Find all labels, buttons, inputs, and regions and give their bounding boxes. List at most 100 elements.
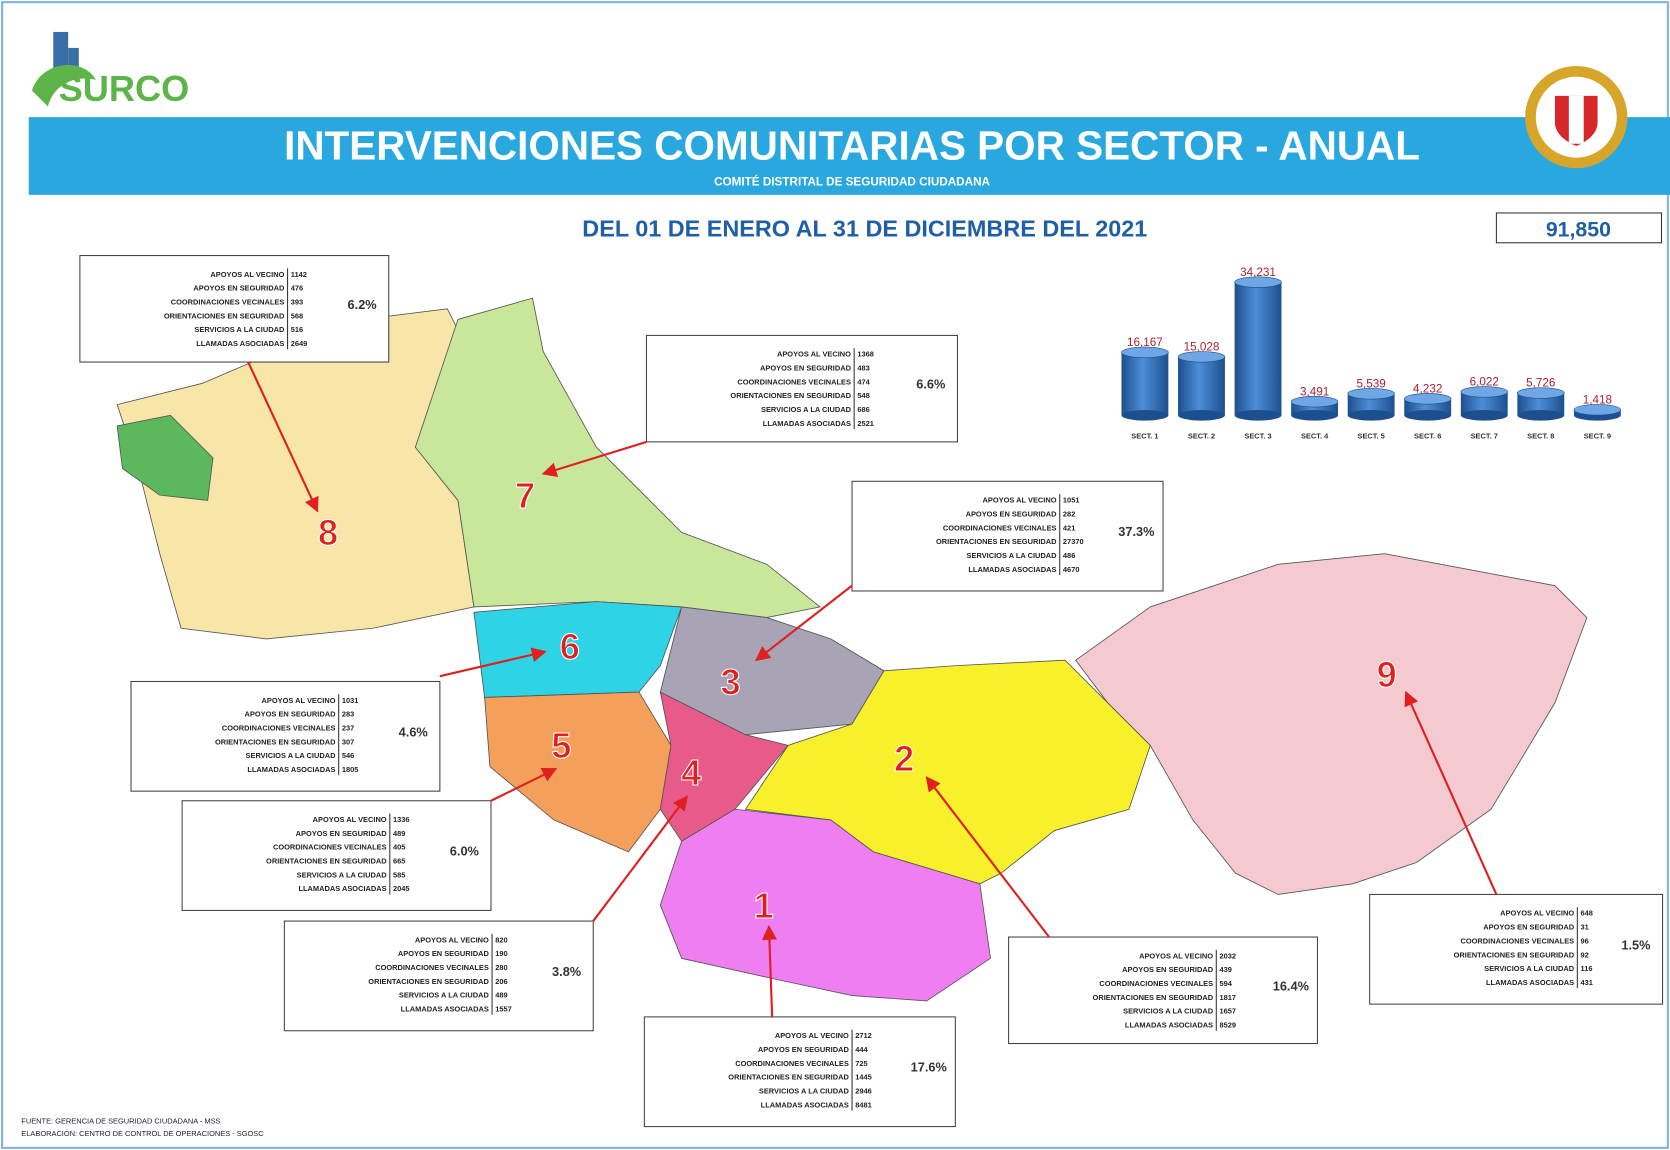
row-value: 820 bbox=[495, 935, 507, 944]
x-tick-label: SECT. 6 bbox=[1414, 432, 1441, 441]
x-tick-label: SECT. 8 bbox=[1527, 432, 1554, 441]
row-value: 27370 bbox=[1063, 537, 1084, 546]
row-label: COORDINACIONES VECINALES bbox=[222, 723, 336, 732]
sector-percent: 6.2% bbox=[348, 297, 378, 312]
row-label: SERVICIOS A LA CIUDAD bbox=[761, 405, 852, 414]
row-value: 1657 bbox=[1219, 1007, 1236, 1016]
row-value: 594 bbox=[1219, 979, 1232, 988]
row-label: COORDINACIONES VECINALES bbox=[1460, 936, 1574, 945]
row-value: 483 bbox=[857, 364, 869, 373]
row-label: APOYOS EN SEGURIDAD bbox=[296, 829, 388, 838]
sector-number: 4 bbox=[681, 752, 701, 793]
bar-value-label: 4,232 bbox=[1413, 382, 1442, 395]
row-value: 1051 bbox=[1063, 496, 1080, 505]
period: DEL 01 DE ENERO AL 31 DE DICIEMBRE DEL 2… bbox=[582, 215, 1147, 241]
row-label: COORDINACIONES VECINALES bbox=[1099, 979, 1213, 988]
sector-number: 7 bbox=[515, 475, 535, 516]
bar-base bbox=[1461, 410, 1508, 421]
infographic: SURCO INTERVENCIONES COMUNITARIAS POR SE… bbox=[0, 0, 1670, 1150]
row-label: SERVICIOS A LA CIUDAD bbox=[967, 551, 1058, 560]
row-label: ORIENTACIONES EN SEGURIDAD bbox=[1093, 993, 1214, 1002]
row-label: APOYOS EN SEGURIDAD bbox=[966, 509, 1058, 518]
row-value: 474 bbox=[857, 377, 870, 386]
row-label: ORIENTACIONES EN SEGURIDAD bbox=[728, 1073, 849, 1082]
logo: SURCO bbox=[32, 32, 189, 109]
row-label: APOYOS AL VECINO bbox=[313, 815, 387, 824]
row-value: 206 bbox=[495, 977, 507, 986]
bar-value-label: 16,167 bbox=[1127, 336, 1163, 349]
row-value: 421 bbox=[1063, 523, 1075, 532]
bar-base bbox=[1235, 410, 1282, 421]
total: 91,850 bbox=[1546, 217, 1611, 241]
row-value: 439 bbox=[1219, 965, 1231, 974]
row-label: APOYOS AL VECINO bbox=[1500, 909, 1574, 918]
row-label: ORIENTACIONES EN SEGURIDAD bbox=[936, 537, 1057, 546]
row-label: COORDINACIONES VECINALES bbox=[171, 298, 285, 307]
row-value: 283 bbox=[342, 710, 354, 719]
row-value: 1805 bbox=[342, 765, 359, 774]
row-label: APOYOS EN SEGURIDAD bbox=[245, 710, 337, 719]
row-value: 585 bbox=[393, 870, 405, 879]
row-value: 648 bbox=[1581, 909, 1593, 918]
sector-percent: 6.0% bbox=[450, 844, 480, 859]
bar-value-label: 5,726 bbox=[1526, 377, 1555, 390]
row-value: 2946 bbox=[855, 1087, 872, 1096]
row-label: SERVICIOS A LA CIUDAD bbox=[297, 870, 388, 879]
row-label: APOYOS AL VECINO bbox=[983, 496, 1057, 505]
row-label: COORDINACIONES VECINALES bbox=[735, 1059, 849, 1068]
row-label: ORIENTACIONES EN SEGURIDAD bbox=[1454, 950, 1575, 959]
sector-number: 9 bbox=[1377, 654, 1397, 695]
row-value: 1031 bbox=[342, 696, 359, 705]
row-value: 1368 bbox=[857, 350, 874, 359]
row-value: 405 bbox=[393, 843, 405, 852]
row-label: SERVICIOS A LA CIUDAD bbox=[194, 325, 285, 334]
sector-number: 8 bbox=[318, 512, 338, 553]
row-value: 190 bbox=[495, 949, 507, 958]
row-value: 725 bbox=[855, 1059, 867, 1068]
row-value: 1445 bbox=[855, 1073, 872, 1082]
row-value: 280 bbox=[495, 963, 507, 972]
row-label: SERVICIOS A LA CIUDAD bbox=[759, 1087, 850, 1096]
row-value: 686 bbox=[857, 405, 869, 414]
emblem bbox=[1525, 66, 1627, 168]
sector-number: 5 bbox=[551, 725, 571, 766]
logo-text: SURCO bbox=[59, 68, 190, 109]
row-value: 2712 bbox=[855, 1031, 872, 1040]
row-value: 476 bbox=[291, 284, 303, 293]
sector-percent: 17.6% bbox=[911, 1060, 948, 1075]
sector-number: 2 bbox=[894, 738, 914, 779]
bar bbox=[1178, 357, 1225, 415]
row-value: 548 bbox=[857, 391, 869, 400]
bar-value-label: 6,022 bbox=[1470, 375, 1499, 388]
x-tick-label: SECT. 7 bbox=[1471, 432, 1498, 441]
x-tick-label: SECT. 2 bbox=[1188, 432, 1215, 441]
row-label: SERVICIOS A LA CIUDAD bbox=[1484, 964, 1575, 973]
row-label: COORDINACIONES VECINALES bbox=[273, 843, 387, 852]
bar-base bbox=[1348, 410, 1395, 421]
row-value: 444 bbox=[855, 1045, 868, 1054]
subtitle: COMITÉ DISTRITAL DE SEGURIDAD CIUDADANA bbox=[714, 175, 990, 188]
footer-credit: ELABORACIÓN: CENTRO DE CONTROL DE OPERAC… bbox=[21, 1129, 264, 1138]
row-label: ORIENTACIONES EN SEGURIDAD bbox=[730, 391, 851, 400]
sector-percent: 3.8% bbox=[552, 964, 582, 979]
bar bbox=[1235, 282, 1282, 415]
x-tick-label: SECT. 9 bbox=[1584, 432, 1611, 441]
row-label: SERVICIOS A LA CIUDAD bbox=[399, 991, 490, 1000]
row-value: 1142 bbox=[291, 270, 307, 279]
row-label: APOYOS EN SEGURIDAD bbox=[398, 949, 490, 958]
bar-value-label: 3,491 bbox=[1300, 385, 1329, 398]
row-value: 2032 bbox=[1219, 951, 1236, 960]
row-value: 116 bbox=[1581, 964, 1593, 973]
row-label: APOYOS AL VECINO bbox=[261, 696, 335, 705]
row-label: LLAMADAS ASOCIADAS bbox=[763, 419, 851, 428]
row-label: LLAMADAS ASOCIADAS bbox=[1125, 1021, 1213, 1030]
row-label: APOYOS EN SEGURIDAD bbox=[760, 364, 852, 373]
sector-number: 1 bbox=[754, 885, 774, 926]
row-label: SERVICIOS A LA CIUDAD bbox=[246, 751, 337, 760]
row-value: 431 bbox=[1581, 978, 1593, 987]
row-value: 1817 bbox=[1219, 993, 1236, 1002]
bar-base bbox=[1121, 410, 1168, 421]
row-value: 568 bbox=[291, 311, 303, 320]
x-tick-label: SECT. 4 bbox=[1301, 432, 1329, 441]
bar bbox=[1121, 352, 1168, 415]
